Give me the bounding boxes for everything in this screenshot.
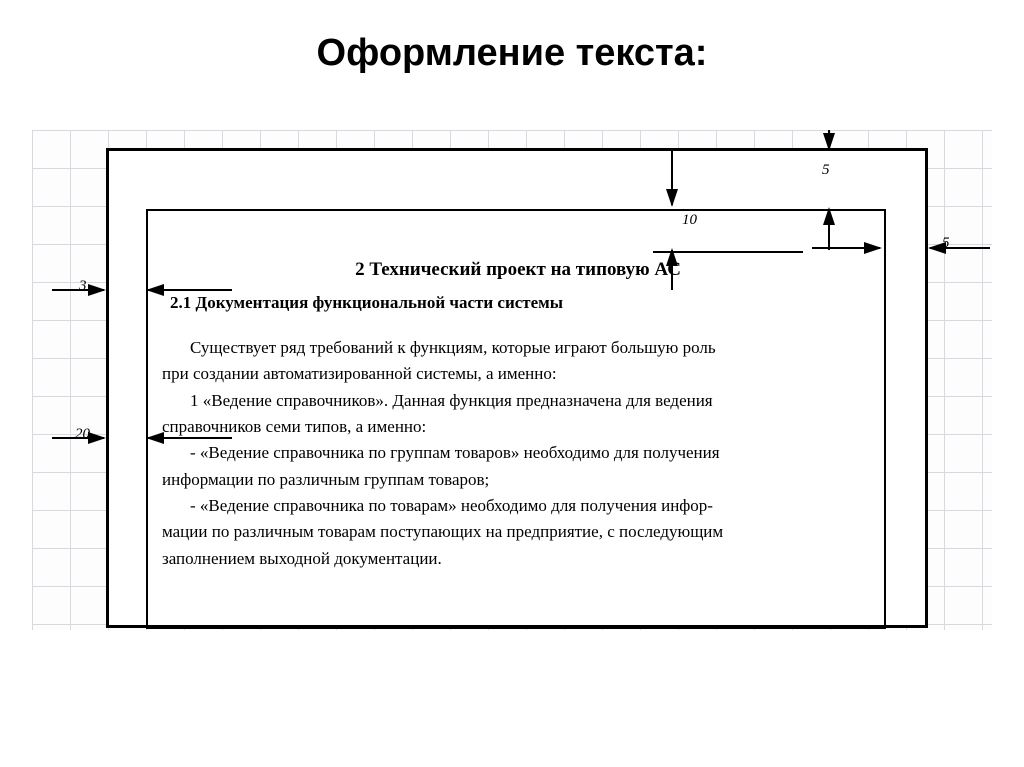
doc-heading-3: 2.1 Документация функциональной части си… [158,293,878,313]
margin-top-label: 5 [822,162,830,179]
p1b: при создании автоматизированной системы,… [162,364,557,383]
p4b: мации по различным товарам поступающих н… [162,522,723,541]
diagram-area: 2 Технический проект на типовую АС 2.1 Д… [32,130,992,630]
p3b: информации по различным группам товаров; [162,470,489,489]
p1a: Существует ряд требований к функциям, ко… [190,338,716,357]
doc-heading-2: 2 Технический проект на типовую АС [158,259,878,281]
p4a: - «Ведение справочника по товарам» необх… [190,496,713,515]
inner-frame: 2 Технический проект на типовую АС 2.1 Д… [146,209,886,629]
margin-left-inner-label: 20 [75,426,90,443]
document-content: 2 Технический проект на типовую АС 2.1 Д… [158,259,878,572]
title-underline [653,251,803,253]
p2a: 1 «Ведение справочников». Данная функция… [190,391,713,410]
p2b: справочников семи типов, а именно: [162,417,426,436]
doc-body: Существует ряд требований к функциям, ко… [158,335,878,572]
outer-frame: 2 Технический проект на типовую АС 2.1 Д… [106,148,928,628]
margin-heading-gap-label: 10 [682,212,697,229]
slide-title: Оформление текста: [0,0,1024,95]
margin-right-label: 5 [942,235,950,252]
p4c: заполнением выходной документации. [162,549,442,568]
p3a: - «Ведение справочника по группам товаро… [190,443,720,462]
margin-left-outer-label: 3 [79,278,87,295]
